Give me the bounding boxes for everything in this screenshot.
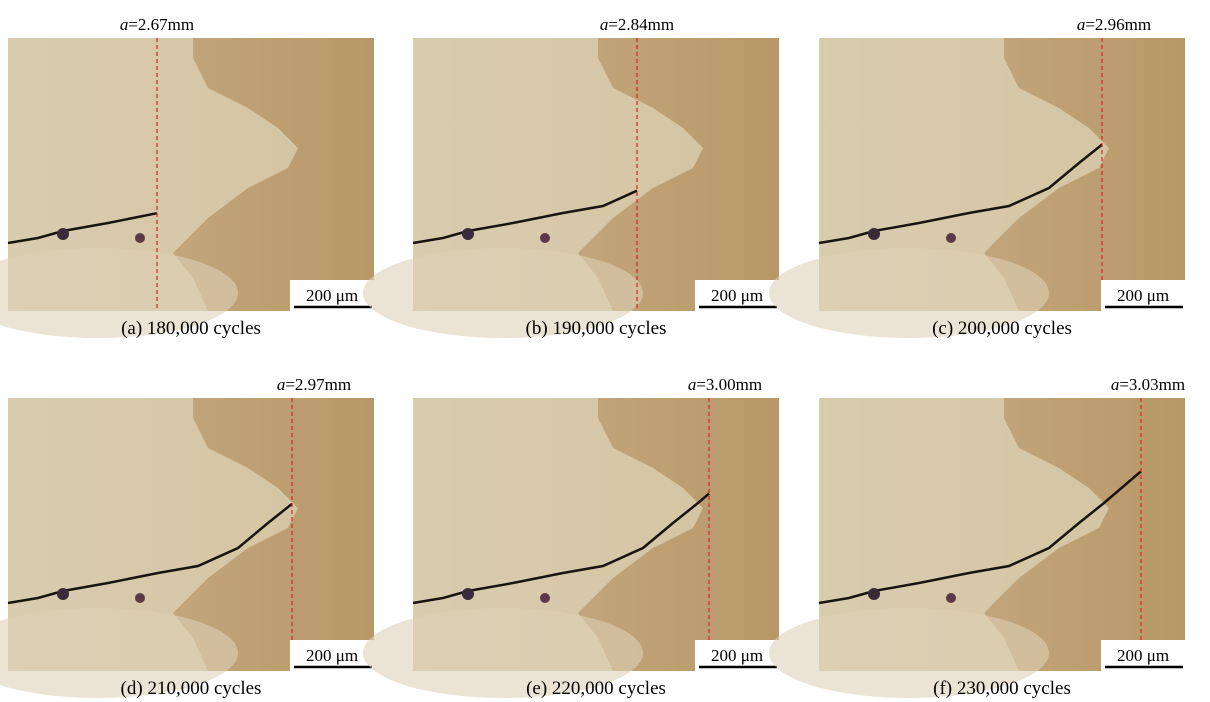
panel-caption: (c) 200,000 cycles <box>932 318 1072 339</box>
panel-caption: (a) 180,000 cycles <box>121 318 261 339</box>
panel: 200 μm a=3.03mm (f) 230,000 cycles <box>769 375 1185 699</box>
panel: 200 μm a=2.84mm (b) 190,000 cycles <box>363 15 779 339</box>
crack-length-label: a=2.96mm <box>1077 15 1151 34</box>
panel: 200 μm a=3.00mm (e) 220,000 cycles <box>363 375 779 699</box>
pore <box>946 593 956 603</box>
pore <box>868 228 880 240</box>
scale-bar-label: 200 μm <box>1117 646 1169 665</box>
crack-length-label: a=2.97mm <box>277 375 351 394</box>
panel: 200 μm a=2.96mm (c) 200,000 cycles <box>769 15 1185 339</box>
scale-bar-label: 200 μm <box>306 286 358 305</box>
pore <box>462 228 474 240</box>
panel-caption: (b) 190,000 cycles <box>526 318 667 339</box>
crack-length-value: =3.00mm <box>696 375 762 394</box>
scale-bar-label: 200 μm <box>306 646 358 665</box>
crack-length-var: a <box>120 15 129 34</box>
pore <box>135 233 145 243</box>
crack-length-label: a=2.84mm <box>600 15 674 34</box>
pore <box>57 588 69 600</box>
crack-length-label: a=3.00mm <box>688 375 762 394</box>
pore <box>868 588 880 600</box>
crack-length-value: =2.97mm <box>285 375 351 394</box>
pore <box>57 228 69 240</box>
pore <box>540 593 550 603</box>
crack-length-var: a <box>277 375 286 394</box>
crack-length-label: a=3.03mm <box>1111 375 1185 394</box>
crack-length-var: a <box>688 375 697 394</box>
crack-length-var: a <box>1111 375 1120 394</box>
crack-length-var: a <box>1077 15 1086 34</box>
scale-bar-label: 200 μm <box>1117 286 1169 305</box>
pore <box>540 233 550 243</box>
scale-bar-label: 200 μm <box>711 646 763 665</box>
scale-bar-label: 200 μm <box>711 286 763 305</box>
panel: 200 μm a=2.67mm (a) 180,000 cycles <box>0 15 374 339</box>
pore <box>946 233 956 243</box>
panel-caption: (f) 230,000 cycles <box>933 678 1071 699</box>
crack-length-value: =2.67mm <box>128 15 194 34</box>
pore <box>135 593 145 603</box>
panel: 200 μm a=2.97mm (d) 210,000 cycles <box>0 375 374 699</box>
panel-caption: (d) 210,000 cycles <box>121 678 262 699</box>
crack-length-value: =2.84mm <box>608 15 674 34</box>
crack-length-var: a <box>600 15 609 34</box>
crack-length-label: a=2.67mm <box>120 15 194 34</box>
crack-length-value: =2.96mm <box>1085 15 1151 34</box>
panel-caption: (e) 220,000 cycles <box>526 678 666 699</box>
figure: 200 μma=2.67mm(a) 180,000 cycles200 μma=… <box>0 0 1210 702</box>
crack-length-value: =3.03mm <box>1119 375 1185 394</box>
pore <box>462 588 474 600</box>
